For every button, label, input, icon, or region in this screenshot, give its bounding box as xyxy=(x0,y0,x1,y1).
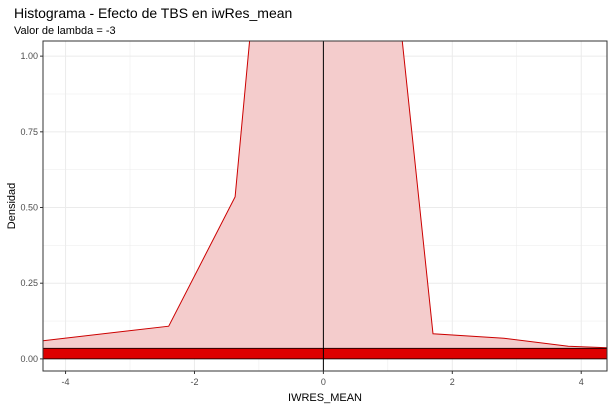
y-axis-title: Densidad xyxy=(6,183,18,229)
y-tick-label: 1.00 xyxy=(20,51,38,61)
density-line xyxy=(43,41,607,349)
x-axis: -4 -2 0 2 4 xyxy=(62,371,584,387)
x-tick-label: 2 xyxy=(450,377,455,387)
y-axis: 0.00 0.25 0.50 0.75 1.00 xyxy=(20,51,43,364)
x-tick-label: -4 xyxy=(62,377,70,387)
x-tick-label: 0 xyxy=(321,377,326,387)
panel-border xyxy=(42,40,608,372)
x-axis-title: IWRES_MEAN xyxy=(288,392,362,404)
x-tick-label: 4 xyxy=(579,377,584,387)
density-area xyxy=(43,41,607,359)
y-tick-label: 0.75 xyxy=(20,127,38,137)
histogram-bar-band xyxy=(43,347,607,360)
y-tick-label: 0.25 xyxy=(20,278,38,288)
y-tick-label: 0.00 xyxy=(20,354,38,364)
x-tick-label: -2 xyxy=(190,377,198,387)
y-tick-label: 0.50 xyxy=(20,203,38,213)
chart-title: Histograma - Efecto de TBS en iwRes_mean xyxy=(14,5,293,21)
chart-subtitle: Valor de lambda = -3 xyxy=(14,25,116,37)
